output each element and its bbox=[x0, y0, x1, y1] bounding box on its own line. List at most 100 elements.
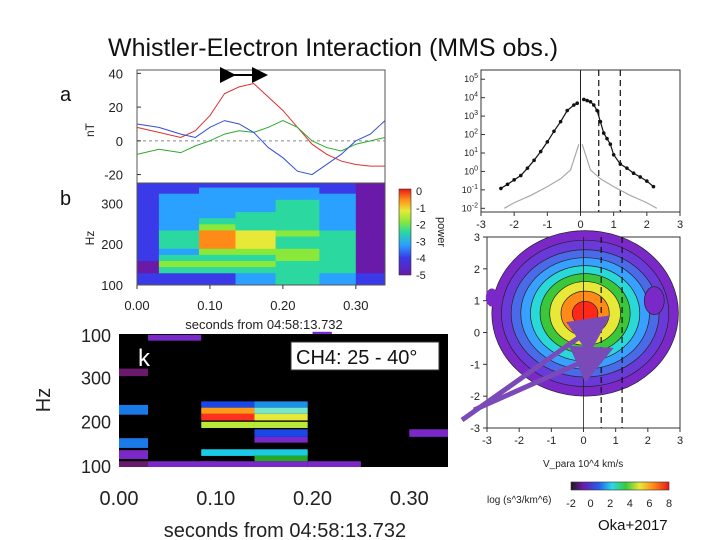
panel-b-xlabel: seconds from 04:58:13.732 bbox=[185, 317, 343, 332]
panel-b-cell bbox=[275, 278, 320, 286]
panel-c-measured-point bbox=[611, 152, 616, 157]
panel-b-cell bbox=[199, 211, 236, 219]
panel-k-cell bbox=[201, 449, 255, 456]
panel-c-measured-point bbox=[512, 178, 516, 182]
panel-b-cell bbox=[158, 217, 200, 225]
panel-d-ytick-label: 2 bbox=[474, 264, 480, 276]
panel-b-cell bbox=[319, 211, 357, 219]
panel-k-cell bbox=[201, 421, 255, 428]
panel-b-cell bbox=[158, 260, 200, 268]
panel-d-ytick-label: 1 bbox=[474, 296, 480, 308]
panel-b-cell bbox=[199, 223, 236, 231]
panel-c-measured-point bbox=[618, 162, 623, 166]
panel-b-cell bbox=[235, 260, 277, 268]
panel-d-colorbar-tick: 0 bbox=[588, 498, 594, 510]
panel-b-xtick-label: 0.30 bbox=[343, 298, 368, 313]
panel-c-xtick-label: 1 bbox=[611, 219, 617, 231]
panel-k-cell bbox=[254, 455, 308, 462]
panel-c-ytick-label: 100 bbox=[464, 165, 478, 176]
panel-c-distribution-cut: 105 104 103 102 101 100 10-1 10-2 -3 -2 -1 0 1 2 3 bbox=[462, 69, 683, 231]
panel-b-cell bbox=[158, 183, 200, 188]
panel-b-cell bbox=[199, 278, 236, 286]
panel-d-xtick-label: -3 bbox=[482, 435, 492, 447]
panel-b-cell bbox=[235, 278, 277, 286]
panel-c-measured-line bbox=[583, 98, 654, 188]
panel-b-cell bbox=[319, 242, 357, 249]
panel-b-cell bbox=[319, 199, 357, 206]
panel-b-colorbar bbox=[398, 188, 412, 276]
panel-a-ytick-label: -20 bbox=[104, 168, 123, 183]
panel-c-xtick-label: 2 bbox=[644, 219, 650, 231]
panel-a-ytick-label: 40 bbox=[109, 66, 123, 81]
panel-b-cell bbox=[199, 266, 236, 274]
panel-k-annotation: CH4: 25 - 40° bbox=[296, 347, 417, 369]
panel-k-ylabel: Hz bbox=[33, 388, 55, 412]
panel-b-cell bbox=[319, 205, 357, 213]
panel-b-xtick-label: 0.20 bbox=[270, 298, 295, 313]
panel-b-cell bbox=[275, 217, 320, 225]
panel-k-cell bbox=[254, 436, 308, 443]
panel-c-measured-point bbox=[595, 108, 599, 113]
panel-b-cell bbox=[158, 278, 200, 286]
panel-b-ylabel: Hz bbox=[83, 231, 97, 246]
panel-d-xtick-label: 1 bbox=[613, 435, 619, 447]
panel-b-cell bbox=[158, 236, 200, 243]
panel-b-cell bbox=[355, 211, 386, 219]
panel-c-measured-point bbox=[538, 149, 543, 154]
panel-c-measured-point bbox=[591, 103, 596, 107]
panel-b-cell bbox=[158, 266, 200, 274]
panel-b-cell bbox=[158, 272, 200, 280]
panel-d-colorbar-tick: 2 bbox=[607, 498, 613, 510]
panel-c-measured-point bbox=[585, 98, 589, 103]
panel-b-cell bbox=[199, 199, 236, 206]
panel-a-label: a bbox=[60, 84, 72, 106]
panel-b-cell bbox=[275, 229, 320, 237]
panel-a-red-line bbox=[136, 82, 385, 167]
panel-b-cell bbox=[235, 229, 277, 237]
panel-c-measured-point bbox=[499, 186, 503, 191]
panel-d-colorbar-tick: 4 bbox=[627, 498, 633, 510]
panel-d-xtick-label: 0 bbox=[580, 435, 586, 447]
panel-b-cell bbox=[158, 242, 200, 249]
panel-d-ytick-label: -3 bbox=[470, 423, 480, 435]
panel-b-cell bbox=[137, 229, 160, 237]
panel-c-measured-point bbox=[572, 103, 576, 107]
panel-c-measured-point bbox=[638, 175, 642, 179]
panel-d-xtick-label: -1 bbox=[546, 435, 556, 447]
panel-b-cell bbox=[275, 266, 320, 274]
panel-d-colorbar-tick: 6 bbox=[646, 498, 652, 510]
panel-b-cell bbox=[275, 199, 320, 206]
panel-b-cell bbox=[199, 193, 236, 200]
panel-b-cell bbox=[355, 272, 386, 280]
panel-b-cell bbox=[355, 223, 386, 231]
panel-b-cell bbox=[137, 242, 160, 249]
panel-k-cell bbox=[312, 331, 332, 334]
panel-k-cell bbox=[119, 368, 149, 377]
panel-k-xtick-label: 0.10 bbox=[196, 488, 235, 510]
panel-b-cell bbox=[355, 254, 386, 262]
panel-b-colorbar-tick: 0 bbox=[416, 186, 422, 198]
panel-c-measured-point bbox=[532, 158, 536, 163]
panel-b-cell bbox=[235, 205, 277, 213]
panel-c-measured-point bbox=[505, 182, 510, 187]
panel-b-cell bbox=[355, 260, 386, 268]
panel-b-cell bbox=[137, 272, 160, 280]
panel-b-cell bbox=[158, 254, 200, 262]
panel-k-cell bbox=[119, 461, 149, 467]
panel-k-spectrogram: CH4: 25 - 40° k 300 200 100 100 0.00 0.10 0.20 0.… bbox=[33, 326, 448, 540]
panel-c-measured-point bbox=[525, 166, 530, 170]
panel-b-cell bbox=[275, 248, 320, 255]
panel-b-cell bbox=[235, 242, 277, 249]
panel-b-cell bbox=[355, 278, 386, 286]
panel-b-cell bbox=[275, 272, 320, 280]
panel-d-colorbar-tick: 8 bbox=[666, 498, 672, 510]
panel-b-ytick-label: 200 bbox=[101, 237, 123, 252]
panel-b-cell bbox=[235, 183, 277, 188]
panel-a-magnetic-field: 40 20 0 -20 nT a bbox=[60, 66, 386, 184]
panel-d-colorbar bbox=[570, 481, 670, 491]
panel-k-cell bbox=[201, 407, 255, 414]
panel-b-cell bbox=[199, 242, 236, 249]
panel-c-xtick-label: -2 bbox=[509, 219, 519, 231]
